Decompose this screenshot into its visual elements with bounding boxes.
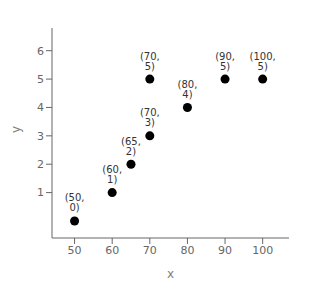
svg-text:50: 50 [68, 244, 82, 257]
svg-text:1: 1 [37, 186, 44, 199]
svg-text:(100,5): (100,5) [250, 51, 276, 72]
svg-text:(65,2): (65,2) [121, 136, 141, 157]
svg-text:(50,0): (50,0) [65, 192, 85, 213]
svg-text:70: 70 [143, 244, 157, 257]
svg-text:5: 5 [37, 73, 44, 86]
svg-text:90: 90 [218, 244, 232, 257]
svg-text:4: 4 [37, 101, 44, 114]
svg-text:x: x [167, 267, 174, 281]
svg-text:(70,5): (70,5) [140, 51, 160, 72]
svg-text:100: 100 [252, 244, 273, 257]
svg-text:2: 2 [37, 158, 44, 171]
svg-text:y: y [9, 126, 23, 133]
svg-text:6: 6 [37, 45, 44, 58]
svg-text:3: 3 [37, 130, 44, 143]
svg-text:(60,1): (60,1) [102, 164, 122, 185]
svg-text:(70,3): (70,3) [140, 107, 160, 128]
svg-text:(80,4): (80,4) [178, 79, 198, 100]
svg-text:(90,5): (90,5) [215, 51, 235, 72]
svg-text:60: 60 [105, 244, 119, 257]
svg-text:80: 80 [180, 244, 194, 257]
